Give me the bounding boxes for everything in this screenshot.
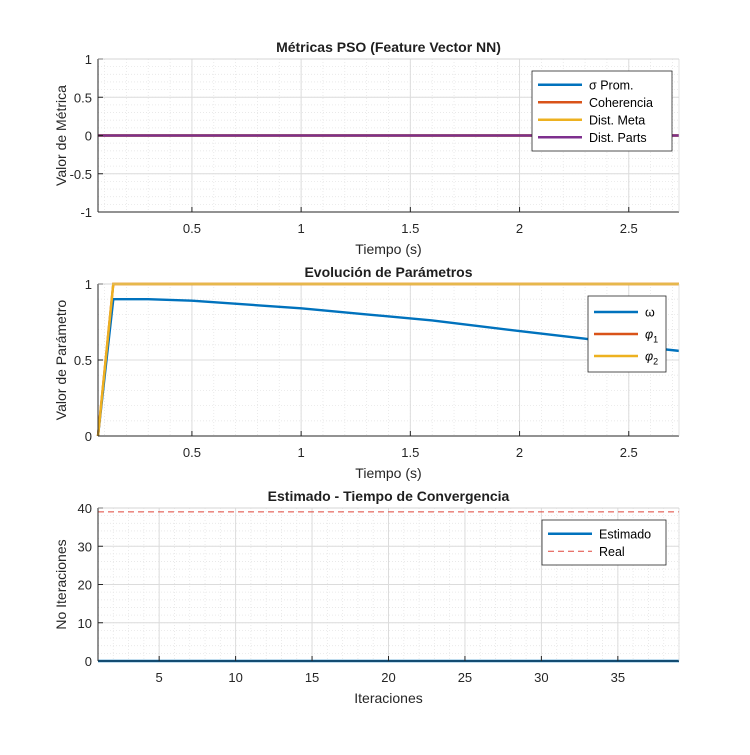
x-axis-label: Tiempo (s) bbox=[355, 465, 421, 481]
legend-label: φ2 bbox=[645, 350, 658, 367]
chart-title: Estimado - Tiempo de Convergencia bbox=[268, 488, 510, 504]
y-tick-label: 0.5 bbox=[74, 90, 92, 105]
x-tick-label: 35 bbox=[611, 670, 625, 685]
legend-label: Dist. Meta bbox=[589, 113, 645, 127]
y-tick-label: 10 bbox=[78, 616, 92, 631]
x-tick-label: 5 bbox=[156, 670, 163, 685]
chart-title: Evolución de Parámetros bbox=[304, 264, 472, 280]
x-tick-label: 15 bbox=[305, 670, 319, 685]
y-tick-label: 1 bbox=[85, 52, 92, 67]
x-tick-label: 10 bbox=[228, 670, 242, 685]
x-tick-label: 0.5 bbox=[183, 221, 201, 236]
legend-label: Coherencia bbox=[589, 96, 653, 110]
y-tick-label: 30 bbox=[78, 539, 92, 554]
y-tick-label: 0 bbox=[85, 129, 92, 144]
x-axis-label: Iteraciones bbox=[354, 690, 422, 706]
x-tick-label: 2 bbox=[516, 445, 523, 460]
legend-label: Estimado bbox=[599, 527, 651, 541]
legend-label: φ1 bbox=[645, 328, 658, 345]
x-tick-label: 25 bbox=[458, 670, 472, 685]
legend: σ Prom. Coherencia Dist. Meta Dist. Parts bbox=[531, 70, 673, 152]
legend: Estimado Real bbox=[541, 519, 667, 566]
y-tick-label: 20 bbox=[78, 578, 92, 593]
x-tick-label: 1 bbox=[298, 221, 305, 236]
y-axis-label: No Iteraciones bbox=[53, 539, 69, 629]
y-tick-label: 0 bbox=[85, 654, 92, 669]
y-tick-label: -0.5 bbox=[70, 167, 92, 182]
x-tick-label: 20 bbox=[381, 670, 395, 685]
x-axis-label: Tiempo (s) bbox=[355, 241, 421, 257]
y-tick-label: 1 bbox=[85, 277, 92, 292]
x-tick-label: 1.5 bbox=[401, 445, 419, 460]
legend-label: σ Prom. bbox=[589, 78, 634, 92]
y-axis-label: Valor de Métrica bbox=[53, 85, 69, 186]
legend-box bbox=[541, 519, 667, 566]
x-tick-label: 30 bbox=[534, 670, 548, 685]
chart-title: Métricas PSO (Feature Vector NN) bbox=[276, 39, 501, 55]
x-tick-label: 1 bbox=[298, 445, 305, 460]
x-tick-label: 1.5 bbox=[401, 221, 419, 236]
chart-2: 0.5 1 1.5 2 2.5 1 0.5 0 Evolución de Parámetros T… bbox=[53, 264, 680, 481]
y-tick-label: 0.5 bbox=[74, 353, 92, 368]
legend-label: Real bbox=[599, 545, 625, 559]
y-tick-label: 0 bbox=[85, 429, 92, 444]
chart-1: 0.5 1 1.5 2 2.5 1 0.5 0 -0.5 -1 Métricas PSO (Feat… bbox=[53, 39, 680, 257]
x-tick-label: 2 bbox=[516, 221, 523, 236]
legend: ω φ1 φ2 bbox=[587, 295, 667, 373]
legend-label: ω bbox=[645, 306, 655, 320]
x-tick-label: 2.5 bbox=[620, 445, 638, 460]
x-tick-label: 2.5 bbox=[620, 221, 638, 236]
y-tick-label: 40 bbox=[78, 501, 92, 516]
y-axis-label: Valor de Parámetro bbox=[53, 300, 69, 421]
y-tick-label: -1 bbox=[80, 205, 92, 220]
chart-3: 5 10 15 20 25 30 35 40 30 20 10 0 Estimado - Tiempo … bbox=[53, 488, 680, 706]
x-tick-label: 0.5 bbox=[183, 445, 201, 460]
legend-label: Dist. Parts bbox=[589, 131, 647, 145]
